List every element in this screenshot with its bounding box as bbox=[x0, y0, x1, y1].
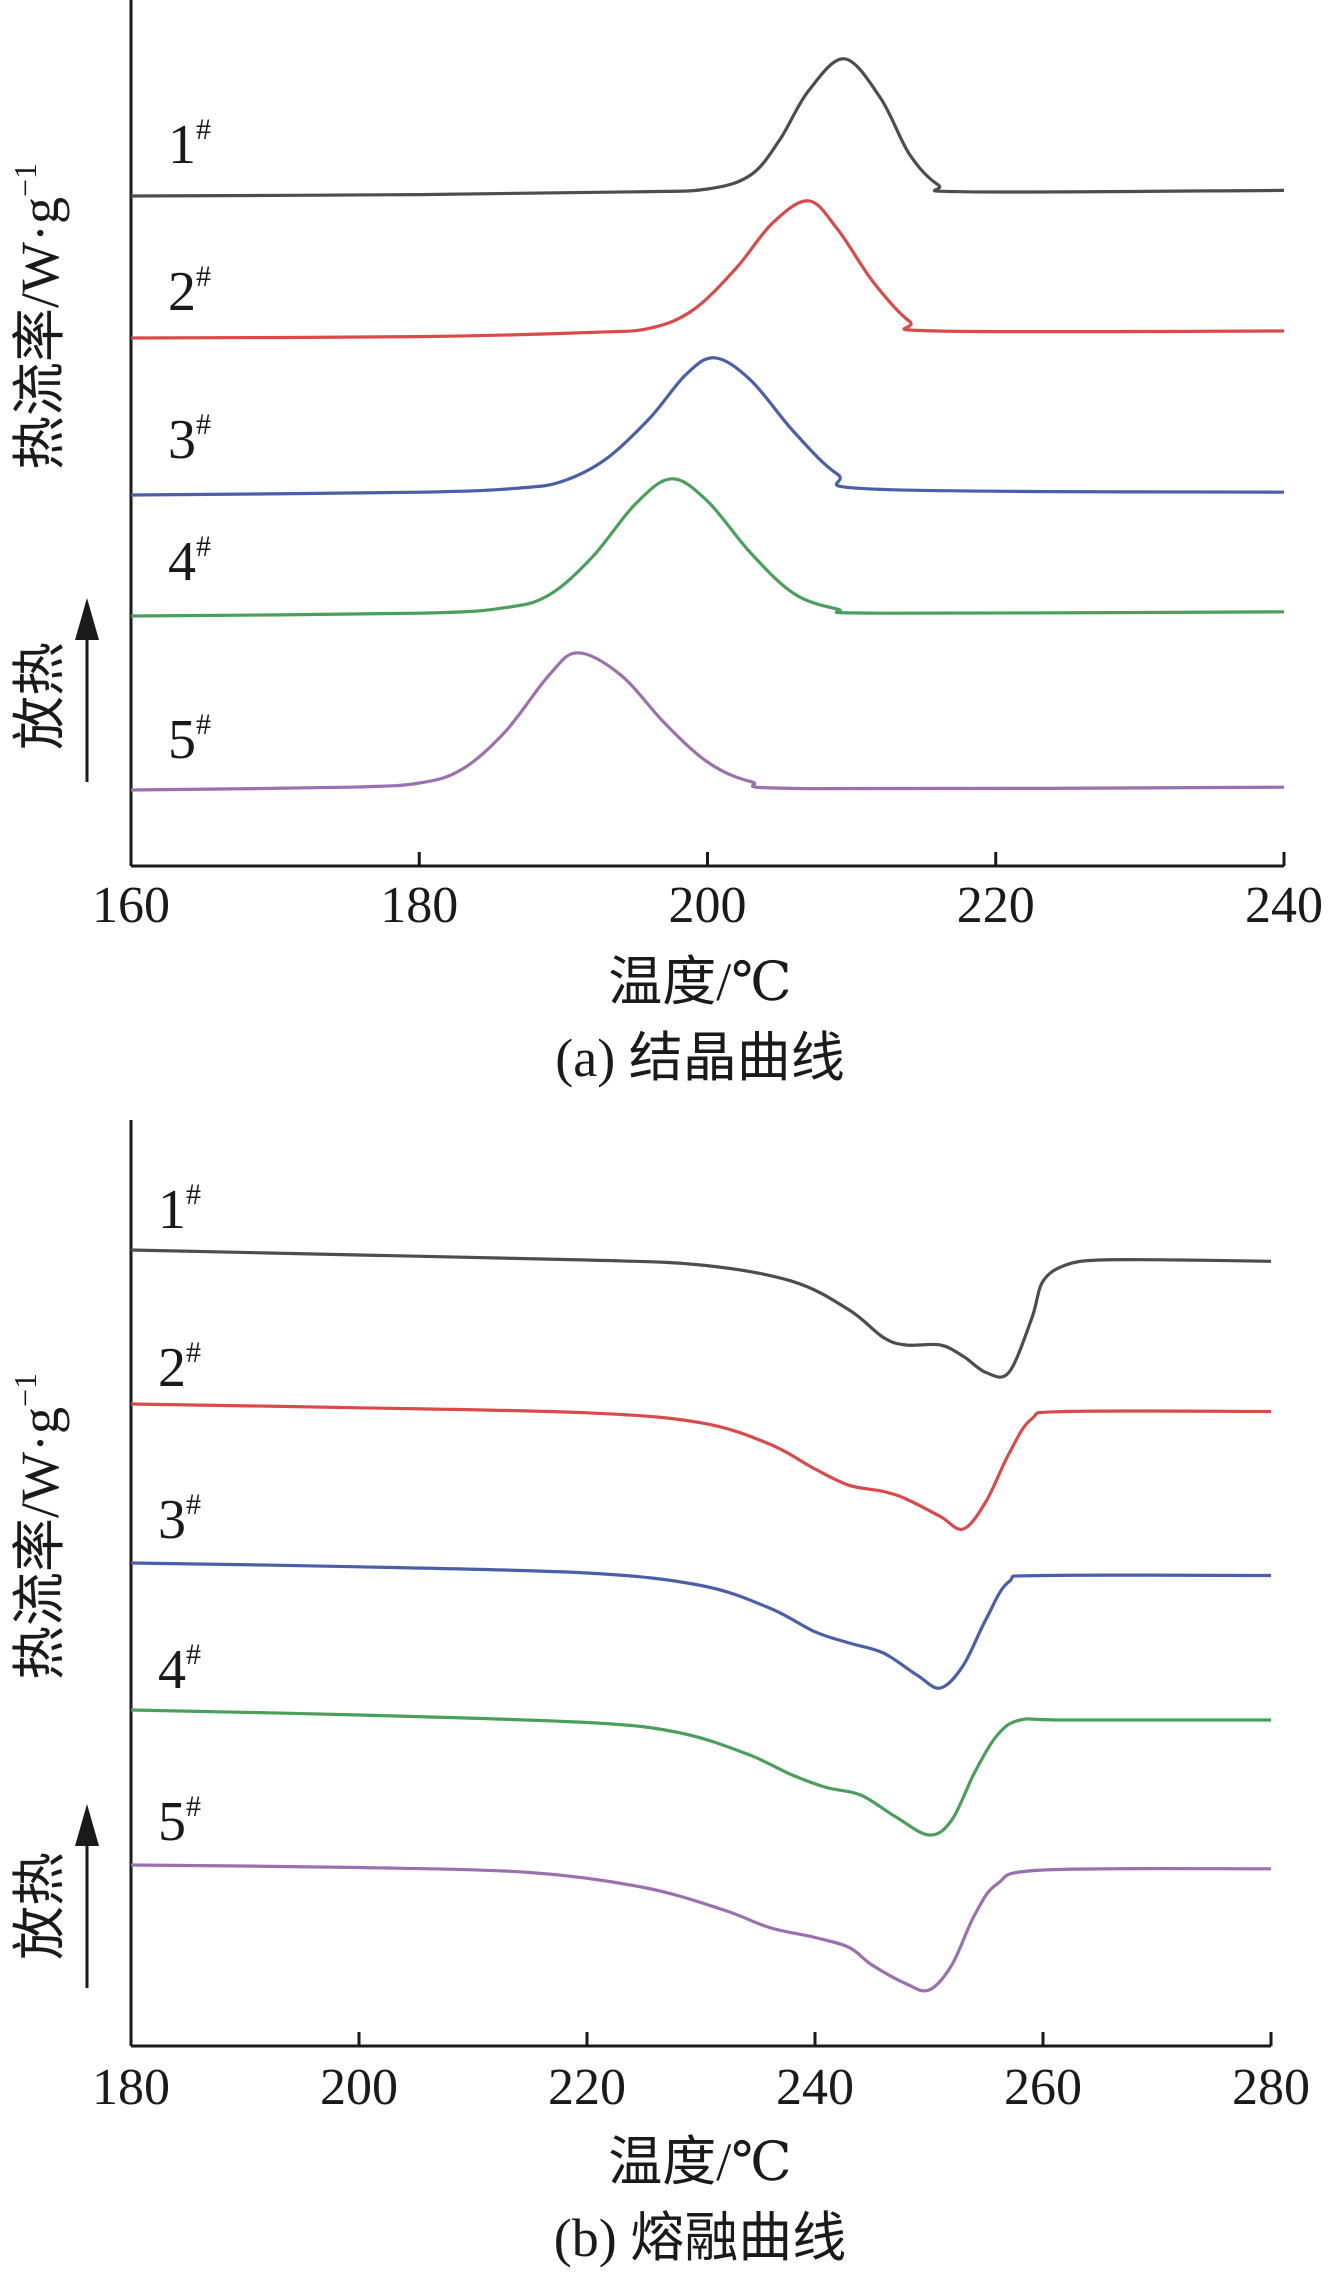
x-tick-label: 240 bbox=[776, 2059, 854, 2116]
y-axis-label-b: 热流率/W·g−1 bbox=[7, 1373, 70, 1680]
series-3-label: 3# bbox=[168, 408, 211, 471]
x-tick-label: 220 bbox=[548, 2059, 626, 2116]
series-1-line bbox=[130, 1248, 1272, 1379]
x-tick-label: 180 bbox=[92, 2059, 170, 2116]
exotherm-arrow-icon-a bbox=[75, 598, 99, 640]
series-3-line bbox=[130, 356, 1285, 497]
series-2-line bbox=[130, 199, 1285, 340]
x-tick-label: 180 bbox=[380, 877, 458, 934]
x-tick-label: 220 bbox=[957, 877, 1035, 934]
x-tick-label: 160 bbox=[92, 877, 170, 934]
caption-a: (a) 结晶曲线 bbox=[555, 1028, 844, 1088]
x-tick-label: 200 bbox=[669, 877, 747, 934]
series-1-line bbox=[130, 57, 1285, 198]
exotherm-label-b: 放热 bbox=[10, 1852, 70, 1960]
x-axis-label-b: 温度/℃ bbox=[608, 2132, 791, 2192]
x-tick-label: 280 bbox=[1232, 2059, 1310, 2116]
series-3-line bbox=[130, 1561, 1272, 1690]
series-5-line bbox=[130, 651, 1285, 792]
series-2-line bbox=[130, 1402, 1272, 1531]
x-axis-label-a: 温度/℃ bbox=[608, 952, 791, 1012]
exotherm-label-a: 放热 bbox=[10, 642, 70, 750]
melting-chart: 180 200 220 240 260 280 1#2#3#4#5# 热流率/W·g−1 … bbox=[7, 1120, 1310, 2268]
series-1-label: 1# bbox=[168, 113, 211, 176]
series-4-line bbox=[130, 477, 1285, 618]
series-2-label: 2# bbox=[168, 260, 211, 323]
series-3-label: 3# bbox=[158, 1488, 201, 1551]
x-tick-label: 240 bbox=[1245, 877, 1323, 934]
series-4-line bbox=[130, 1708, 1271, 1837]
exotherm-arrow-icon-b bbox=[75, 1804, 99, 1846]
series-4-label: 4# bbox=[158, 1638, 201, 1701]
series-5-label: 5# bbox=[168, 708, 211, 771]
series-1-label: 1# bbox=[158, 1178, 201, 1241]
crystallization-chart: 160 180 200 220 240 1#2#3#4#5# 热流率/W·g−1 放热 … bbox=[7, 0, 1323, 1088]
series-2-label: 2# bbox=[158, 1336, 201, 1399]
y-axis-label-a: 热流率/W·g−1 bbox=[7, 163, 70, 470]
caption-b: (b) 熔融曲线 bbox=[554, 2208, 846, 2268]
x-tick-label: 200 bbox=[320, 2059, 398, 2116]
series-5-line bbox=[130, 1863, 1272, 1993]
series-5-label: 5# bbox=[158, 1790, 201, 1853]
x-tick-label: 260 bbox=[1004, 2059, 1082, 2116]
series-4-label: 4# bbox=[168, 530, 211, 593]
